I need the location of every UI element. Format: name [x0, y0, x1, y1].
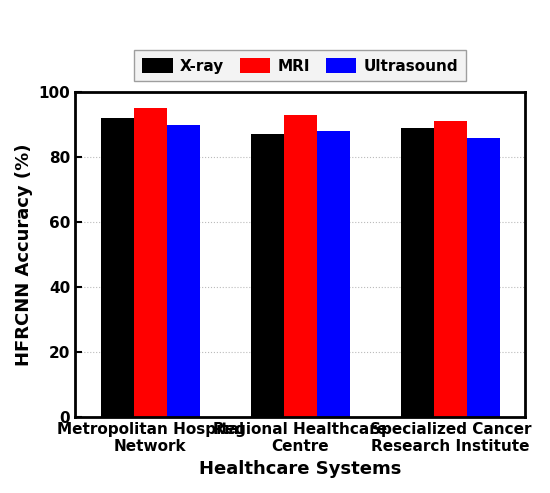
Bar: [251, 135, 284, 417]
Bar: [284, 115, 317, 417]
Bar: [167, 125, 200, 417]
Bar: [434, 121, 467, 417]
Bar: [101, 118, 134, 417]
Bar: [317, 131, 350, 417]
Bar: [467, 138, 500, 417]
Bar: [134, 108, 167, 417]
X-axis label: Healthcare Systems: Healthcare Systems: [199, 460, 402, 478]
Legend: X-ray, MRI, Ultrasound: X-ray, MRI, Ultrasound: [134, 50, 466, 81]
Bar: [401, 128, 434, 417]
Y-axis label: HFRCNN Accuracy (%): HFRCNN Accuracy (%): [15, 143, 33, 366]
